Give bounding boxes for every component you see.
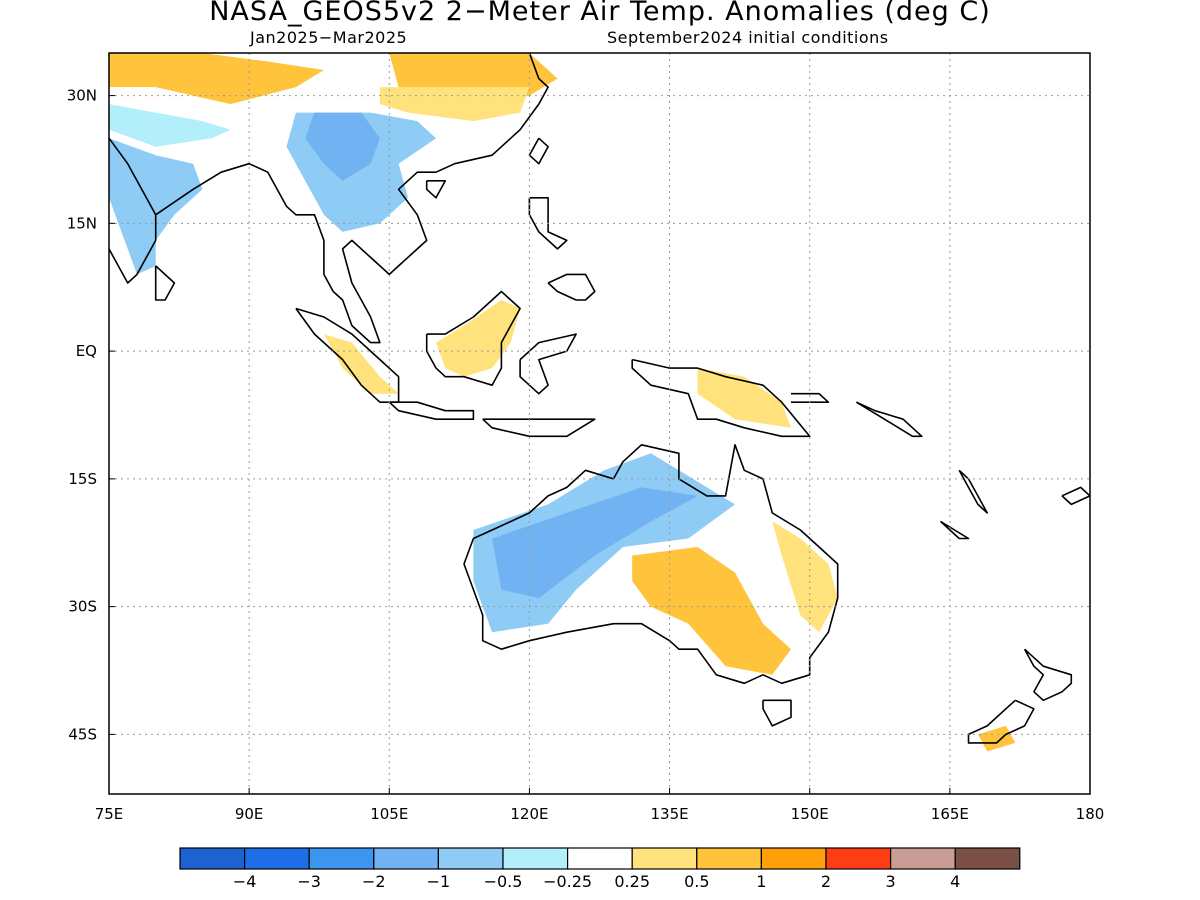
coastline-hainan (425, 180, 447, 199)
coastline-vanuatu (958, 469, 989, 514)
coastline-bay-of-bengal (155, 53, 549, 344)
coastline-new-caledonia (939, 520, 970, 540)
coastline-nz-south (967, 699, 1035, 744)
coastline-lesser-sunda (482, 418, 596, 438)
colorbar-label: 1 (756, 872, 766, 891)
coastline-nz-north (1023, 648, 1073, 702)
coastline-luzon (528, 197, 568, 250)
coastline-solomons (855, 401, 923, 438)
anomaly-fills (109, 53, 1016, 752)
colorbar-swatch (696, 847, 762, 870)
colorbar-swatch (502, 847, 569, 870)
gridlines (109, 53, 1090, 794)
colorbar-label: −0.5 (484, 872, 523, 891)
coastline-tasmania (762, 699, 792, 727)
coastline-australia (463, 443, 839, 685)
lat-tick-label: EQ (76, 342, 97, 360)
colorbar-swatch (825, 847, 892, 870)
initial-conditions: September2024 initial conditions (607, 28, 889, 47)
coastline-new-britain (791, 392, 830, 404)
colorbar-swatch (954, 847, 1021, 870)
anomaly-region-png-warm (697, 368, 791, 428)
colorbar-swatch (308, 847, 375, 870)
axis-labels: 30N 15N EQ 15S 30S 45S 75E 90E 105E 120E 135E 150E 1… (67, 87, 1105, 823)
plot-frame (108, 52, 1091, 795)
colorbar-swatch (373, 847, 439, 870)
lat-tick-label: 15N (67, 214, 97, 232)
coastline-borneo (425, 290, 521, 387)
coastline-mindanao (547, 273, 596, 301)
colorbar-swatch (179, 847, 246, 870)
colorbar-swatch (889, 847, 956, 870)
colorbar-swatch (631, 847, 698, 870)
coastline-taiwan (528, 137, 549, 165)
forecast-period: Jan2025−Mar2025 (250, 28, 408, 47)
colorbar-swatch (566, 847, 633, 870)
anomaly-region-sumatra-warm (323, 334, 399, 394)
lat-tick-label: 30S (68, 598, 97, 616)
anomaly-region-aus-warm (632, 547, 791, 675)
lon-tick-label: 75E (95, 805, 124, 823)
colorbar-label: 0.25 (614, 872, 650, 891)
colorbar-label: −3 (297, 872, 321, 891)
anomaly-region-aus-cold (492, 487, 698, 599)
colorbar: −4 −3 −2 −1 −0.5 −0.25 0.25 0.5 1 2 3 4 (179, 847, 1021, 891)
lat-tick-label: 45S (68, 725, 97, 743)
lon-tick-label: 180 (1076, 805, 1105, 823)
anomaly-region-borneo-warm (436, 300, 521, 377)
anomaly-region-yunnan-cold (305, 112, 380, 181)
colorbar-swatch (244, 847, 310, 870)
anomaly-region-himalaya-warm (109, 53, 324, 105)
lon-tick-label: 150E (791, 805, 829, 823)
coastline-sri-lanka (154, 265, 176, 301)
colorbar-label: 2 (821, 872, 831, 891)
colorbar-label: 3 (886, 872, 896, 891)
lon-tick-label: 120E (510, 805, 548, 823)
coastline-java (388, 401, 475, 421)
coastline-fiji (1061, 486, 1090, 506)
lon-tick-label: 105E (370, 805, 408, 823)
coastline-new-guinea (631, 358, 811, 438)
colorbar-label: −4 (233, 872, 257, 891)
coastlines (109, 53, 1090, 744)
colorbar-swatch (760, 847, 827, 870)
colorbar-label: −1 (427, 872, 451, 891)
anomaly-region-india-light (109, 104, 231, 147)
colorbar-swatch (437, 847, 504, 870)
chart-title: NASA_GEOS5v2 2−Meter Air Temp. Anomalies… (209, 0, 991, 27)
anomaly-region-aus-east-light (772, 521, 838, 633)
lat-tick-label: 30N (67, 87, 97, 105)
colorbar-label: −0.25 (543, 872, 592, 891)
colorbar-label: 4 (950, 872, 960, 891)
anomaly-region-nz-warm (977, 725, 1016, 752)
anomaly-region-china-light (379, 87, 530, 122)
lat-tick-label: 15S (68, 470, 97, 488)
lon-tick-label: 90E (235, 805, 264, 823)
colorbar-label: 0.5 (684, 872, 709, 891)
lon-tick-label: 165E (931, 805, 969, 823)
lon-tick-label: 135E (651, 805, 689, 823)
coastline-sulawesi (519, 333, 577, 395)
colorbar-label: −2 (362, 872, 386, 891)
coastline-india (109, 137, 157, 284)
